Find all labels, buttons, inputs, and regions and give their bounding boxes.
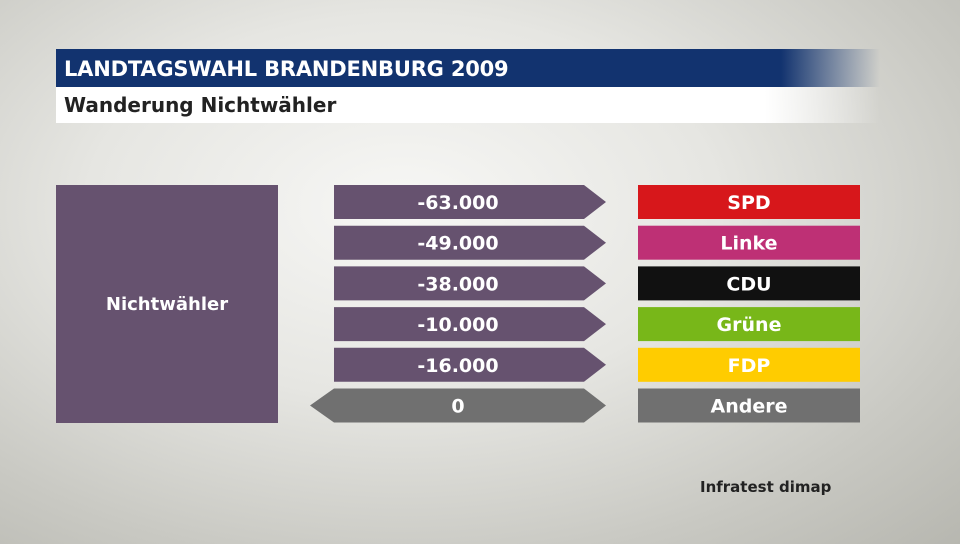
source-box-nichtwaehler: Nichtwähler: [56, 185, 278, 423]
flow-row-linke: -49.000 Linke: [334, 225, 860, 260]
source-credit: Infratest dimap: [700, 478, 832, 496]
party-label: Linke: [720, 233, 777, 255]
party-box: [638, 266, 860, 301]
source-label: Nichtwähler: [105, 293, 229, 315]
party-box: [638, 347, 860, 382]
flow-value-label: -49.000: [417, 233, 498, 255]
flow-arrow: [334, 307, 606, 342]
flow-row-cdu: -38.000 CDU: [334, 266, 860, 301]
chart-subtitle: Wanderung Nichtwähler: [64, 93, 337, 117]
flow-value-label: 0: [451, 396, 464, 418]
party-label: CDU: [726, 273, 771, 295]
flow-arrow: [334, 225, 606, 260]
flow-arrow: [310, 388, 606, 423]
subtitle-bar: [56, 87, 880, 123]
flow-arrow: [334, 185, 606, 219]
party-label: Grüne: [717, 314, 782, 336]
flow-value-label: -63.000: [417, 192, 498, 214]
flow-arrow: [334, 347, 606, 382]
flow-value-label: -16.000: [417, 355, 498, 377]
party-box: [638, 185, 860, 219]
party-box: [638, 388, 860, 423]
flow-row-grüne: -10.000 Grüne: [334, 307, 860, 342]
party-box: [638, 307, 860, 342]
flow-value-label: -10.000: [417, 314, 498, 336]
chart-title: LANDTAGSWAHL BRANDENBURG 2009: [64, 57, 509, 81]
flow-row-andere: 0 Andere: [310, 388, 860, 423]
flow-row-spd: -63.000 SPD: [334, 185, 860, 219]
flow-row-fdp: -16.000 FDP: [334, 347, 860, 382]
party-label: SPD: [727, 192, 770, 214]
party-label: Andere: [711, 396, 788, 418]
party-label: FDP: [728, 355, 771, 377]
party-box: [638, 225, 860, 260]
flow-arrow: [334, 266, 606, 301]
title-bar: [56, 49, 880, 87]
flow-value-label: -38.000: [417, 273, 498, 295]
